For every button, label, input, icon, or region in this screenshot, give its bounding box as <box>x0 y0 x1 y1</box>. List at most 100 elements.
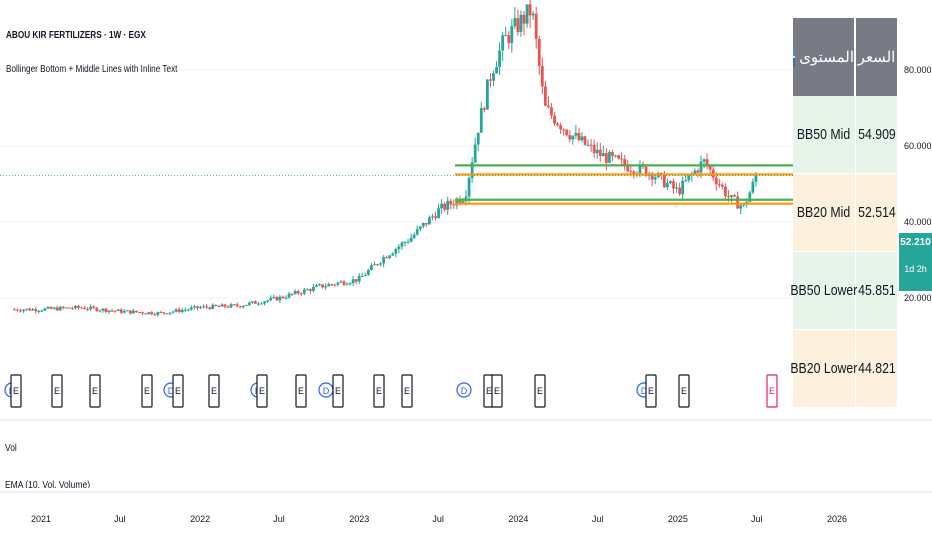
earnings-marker[interactable]: E <box>51 374 63 408</box>
candle-body <box>696 170 700 173</box>
earnings-marker[interactable]: E <box>141 374 153 408</box>
candle-body <box>13 309 16 311</box>
earnings-marker[interactable]: E <box>295 374 307 408</box>
candle-body <box>241 305 245 308</box>
level-price-cell: 54.909 <box>855 96 897 174</box>
candle-body <box>461 201 465 203</box>
earnings-badge <box>373 374 385 408</box>
level-price-cell: 44.821 <box>855 330 897 408</box>
earnings-marker[interactable]: E <box>491 374 503 408</box>
candle-body <box>281 296 285 298</box>
candle-body <box>611 152 614 156</box>
candle-body <box>89 306 93 310</box>
candle-body <box>254 301 257 304</box>
candle-body <box>16 309 19 311</box>
candle-body <box>739 205 743 209</box>
dividend-marker[interactable]: D <box>318 382 334 398</box>
earnings-badge <box>678 374 690 408</box>
levels-table-header: المستوى السعر <box>793 18 897 96</box>
time-axis[interactable]: 2021 Jul 2022 Jul 2023 Jul 2024 Jul 2025 Jul 2026 <box>31 514 847 524</box>
event-marker-letter: E <box>211 386 217 396</box>
candle-body <box>608 152 611 163</box>
candle-body <box>556 123 559 126</box>
earnings-marker[interactable]: E <box>645 374 657 408</box>
candle-body <box>666 183 669 188</box>
candle-body <box>724 186 727 197</box>
candles <box>13 0 758 317</box>
earnings-marker[interactable]: E <box>172 374 184 408</box>
candle-body <box>336 282 340 285</box>
candle-body <box>598 149 602 157</box>
candle-body <box>244 305 248 307</box>
header-level-label: المستوى <box>799 49 854 66</box>
candle-body <box>629 171 633 173</box>
level-price: 52.514 <box>857 204 896 221</box>
earnings-marker[interactable]: E <box>373 374 385 408</box>
candle-body <box>34 309 38 312</box>
candle-body <box>257 303 260 305</box>
levels-table-row: BB20 Lower 44.821 <box>790 330 897 408</box>
candle-body <box>751 181 755 193</box>
bollinger-levels <box>0 164 897 205</box>
candle-body <box>58 306 62 311</box>
candle-body <box>373 264 376 266</box>
dividend-marker[interactable]: D <box>456 382 472 398</box>
candle-body <box>428 217 431 225</box>
candle-body <box>339 281 343 283</box>
candle-body <box>333 284 337 286</box>
candle-body <box>122 310 126 313</box>
level-price: 44.821 <box>857 360 896 377</box>
candle-body <box>363 274 367 276</box>
candle-body <box>232 304 236 306</box>
candle-body <box>92 306 96 308</box>
candle-body <box>406 241 410 243</box>
candle-body <box>156 312 160 315</box>
earnings-marker[interactable]: E <box>208 374 220 408</box>
candle-body <box>186 309 190 311</box>
earnings-badge <box>141 374 153 408</box>
earnings-marker[interactable]: E <box>678 374 690 408</box>
earnings-badge <box>332 374 344 408</box>
candle-body <box>754 175 758 182</box>
candle-body <box>440 203 444 209</box>
candle-body <box>669 181 672 184</box>
candle-body <box>482 108 486 110</box>
earnings-marker[interactable]: E <box>766 374 778 408</box>
candle-body <box>61 306 65 308</box>
earnings-marker[interactable]: E <box>401 374 413 408</box>
earnings-marker[interactable]: E <box>10 374 22 408</box>
candle-body <box>702 159 706 162</box>
candle-body <box>449 200 453 205</box>
event-marker-letter: E <box>404 386 410 396</box>
candle-body <box>559 125 563 130</box>
candle-body <box>513 18 517 27</box>
earnings-badge <box>208 374 220 408</box>
candle-body <box>302 289 306 294</box>
x-tick-label: Jul <box>273 514 285 524</box>
candle-body <box>620 158 624 160</box>
candle-body <box>28 308 32 311</box>
earnings-marker[interactable]: E <box>256 374 268 408</box>
candle-body <box>342 281 346 285</box>
earnings-marker[interactable]: E <box>332 374 344 408</box>
candle-body <box>101 308 105 311</box>
candle-body <box>504 35 508 37</box>
earnings-marker[interactable]: E <box>89 374 101 408</box>
x-tick-label: 2021 <box>31 514 51 524</box>
ema-pane-label: EMA (10, Vol, Volume) <box>5 480 91 488</box>
candle-body <box>397 246 401 250</box>
candle-body <box>708 166 712 170</box>
candle-body <box>626 165 630 172</box>
candle-body <box>37 310 41 312</box>
candle-body <box>382 257 386 264</box>
candle-body <box>531 13 535 16</box>
candle-body <box>672 181 675 189</box>
earnings-marker[interactable]: E <box>534 374 546 408</box>
flag-icon <box>793 47 796 67</box>
event-marker-letter: E <box>494 386 500 396</box>
candle-body <box>107 310 111 312</box>
x-tick-label: 2025 <box>668 514 688 524</box>
candle-body <box>55 307 59 311</box>
earnings-badge <box>89 374 101 408</box>
